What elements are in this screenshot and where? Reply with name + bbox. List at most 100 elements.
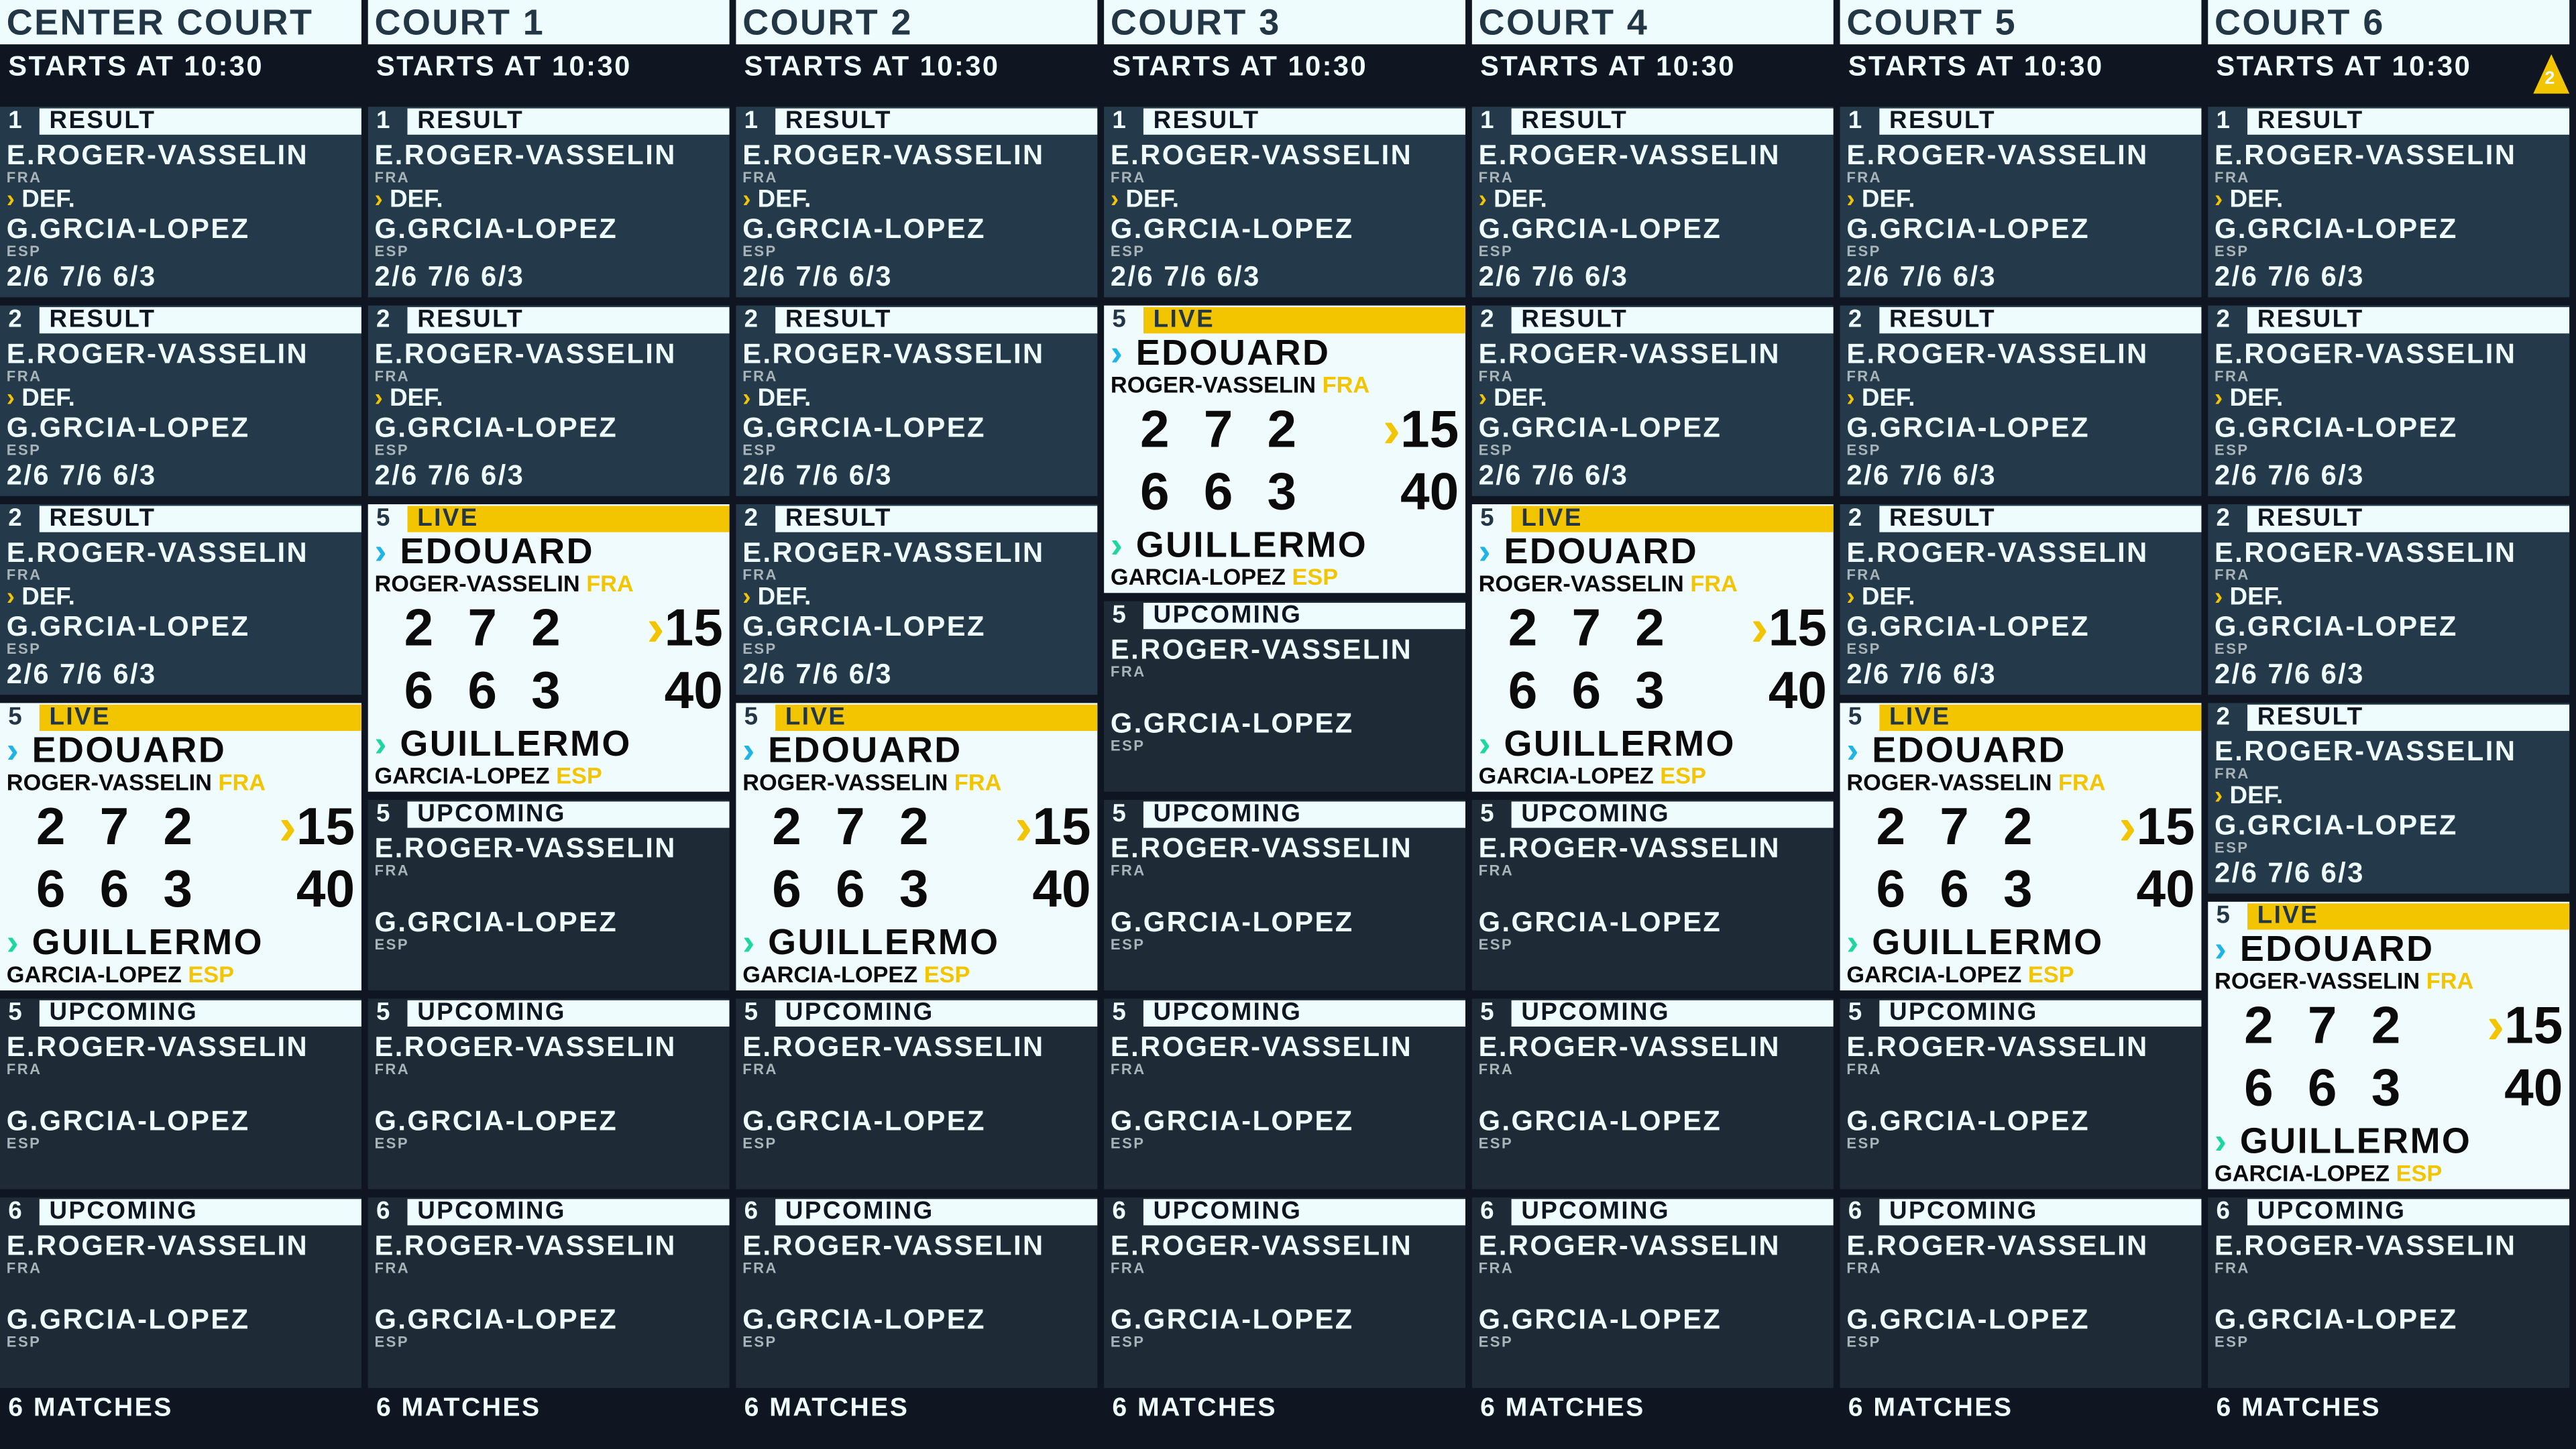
player1-points-row: ›15 [1751,599,1827,655]
match-score: 2/6 7/6 6/3 [374,459,525,491]
match-card-result[interactable]: 2 RESULT E.ROGER-VASSELIN FRA › DEF. G.GRCIA-… [1840,504,2202,695]
match-card-result[interactable]: 2 RESULT E.ROGER-VASSELIN FRA › DEF. G.GRCIA-… [368,305,730,496]
player2-country: ESP [2215,1334,2249,1350]
player1-name: E.ROGER-VASSELIN [374,338,677,370]
match-card-live[interactable]: 5 LIVE › EDOUARD ROGER-VASSELIN FRA 2 7 2 ›15… [368,504,730,792]
match-card-result[interactable]: 2 RESULT E.ROGER-VASSELIN FRA › DEF. G.GRCIA-… [2208,305,2570,496]
match-card-upcoming[interactable]: 6 UPCOMING E.ROGER-VASSELIN FRA G.GRCIA-LOPE… [1840,1197,2202,1388]
match-card-upcoming[interactable]: 5 UPCOMING E.ROGER-VASSELIN FRA G.GRCIA-LOPE… [1471,998,1834,1190]
match-number: 2 [744,504,759,532]
chevron-right-icon: › [6,185,22,214]
match-header: 2 RESULT [2208,504,2570,532]
court-name[interactable]: COURT 6 [2208,0,2570,45]
match-card-result[interactable]: 2 RESULT E.ROGER-VASSELIN FRA › DEF. G.GRCIA-… [1471,305,1834,496]
player2-last-name-row: GARCIA-LOPEZ ESP [1846,962,2074,987]
match-card-result[interactable]: 1 RESULT E.ROGER-VASSELIN FRA › DEF. G.GRCIA-… [1840,107,2202,298]
match-card-live[interactable]: 5 LIVE › EDOUARD ROGER-VASSELIN FRA 2 7 2 ›15… [1471,504,1834,792]
player2-sets: 6 6 3 [404,660,571,719]
match-card-result[interactable]: 1 RESULT E.ROGER-VASSELIN FRA › DEF. G.GRCIA-… [1104,107,1466,298]
player2-country: ESP [1846,1135,1881,1152]
start-time: STARTS AT 10:30 [376,50,632,82]
match-card-upcoming[interactable]: 5 UPCOMING E.ROGER-VASSELIN FRA G.GRCIA-LOPE… [368,799,730,991]
match-card-upcoming[interactable]: 5 UPCOMING E.ROGER-VASSELIN FRA G.GRCIA-LOPE… [0,998,361,1190]
player1-name: E.ROGER-VASSELIN [1478,139,1781,171]
match-card-upcoming[interactable]: 6 UPCOMING E.ROGER-VASSELIN FRA G.GRCIA-LOPE… [736,1197,1098,1388]
match-card-result[interactable]: 2 RESULT E.ROGER-VASSELIN FRA › DEF. G.GRCIA-… [1840,305,2202,496]
match-card-live[interactable]: 5 LIVE › EDOUARD ROGER-VASSELIN FRA 2 7 2 ›15… [0,703,361,991]
player2-country: ESP [188,961,234,988]
match-card-live[interactable]: 5 LIVE › EDOUARD ROGER-VASSELIN FRA 2 7 2 ›15… [736,703,1098,991]
player2-country: ESP [1478,936,1514,953]
defeated-row: › DEF. [7,585,75,610]
match-card-result[interactable]: 2 RESULT E.ROGER-VASSELIN FRA › DEF. G.GRCIA-… [0,504,361,695]
chevron-right-icon: › [2215,782,2230,810]
start-time: STARTS AT 10:30 [2216,50,2472,82]
player2-name: G.GRCIA-LOPEZ [6,1303,250,1336]
court-name[interactable]: COURT 3 [1104,0,1466,45]
match-number: 5 [744,998,759,1027]
match-card-result[interactable]: 1 RESULT E.ROGER-VASSELIN FRA › DEF. G.GRCIA-… [1471,107,1834,298]
match-number: 5 [1480,799,1494,828]
match-header: 2 RESULT [736,504,1098,532]
court-name[interactable]: COURT 1 [368,0,730,45]
match-card-result[interactable]: 1 RESULT E.ROGER-VASSELIN FRA › DEF. G.GRCIA-… [2208,107,2570,298]
match-status-badge: LIVE [1879,704,2202,732]
court-name[interactable]: COURT 5 [1840,0,2202,45]
match-card-upcoming[interactable]: 5 UPCOMING E.ROGER-VASSELIN FRA G.GRCIA-LOPE… [1104,998,1466,1190]
match-card-upcoming[interactable]: 5 UPCOMING E.ROGER-VASSELIN FRA G.GRCIA-LOPE… [1840,998,2202,1190]
match-number: 6 [376,1197,390,1226]
match-card-result[interactable]: 2 RESULT E.ROGER-VASSELIN FRA › DEF. G.GRCIA-… [2208,504,2570,695]
match-card-upcoming[interactable]: 6 UPCOMING E.ROGER-VASSELIN FRA G.GRCIA-LOPE… [368,1197,730,1388]
match-card-upcoming[interactable]: 5 UPCOMING E.ROGER-VASSELIN FRA G.GRCIA-LOPE… [736,998,1098,1190]
match-card-live[interactable]: 5 LIVE › EDOUARD ROGER-VASSELIN FRA 2 7 2 ›15… [1104,305,1466,593]
player1-name: E.ROGER-VASSELIN [1846,1230,2149,1262]
player1-country: FRA [742,1259,778,1277]
match-card-upcoming[interactable]: 5 UPCOMING E.ROGER-VASSELIN FRA G.GRCIA-LOPE… [368,998,730,1190]
match-card-result[interactable]: 1 RESULT E.ROGER-VASSELIN FRA › DEF. G.GRCIA-… [368,107,730,298]
court-name[interactable]: COURT 4 [1471,0,1834,45]
player1-last-name: ROGER-VASSELIN [1110,371,1317,398]
player1-last-name-row: ROGER-VASSELIN FRA [7,770,266,795]
match-card-result[interactable]: 2 RESULT E.ROGER-VASSELIN FRA › DEF. G.GRCIA-… [736,305,1098,496]
player1-country: FRA [6,367,42,385]
match-card-upcoming[interactable]: 6 UPCOMING E.ROGER-VASSELIN FRA G.GRCIA-LOPE… [2208,1197,2570,1388]
match-card-result[interactable]: 2 RESULT E.ROGER-VASSELIN FRA › DEF. G.GRCIA-… [2208,703,2570,894]
match-card-upcoming[interactable]: 5 UPCOMING E.ROGER-VASSELIN FRA G.GRCIA-LOPE… [1104,799,1466,991]
player1-name: E.ROGER-VASSELIN [1478,338,1781,370]
player1-sets: 2 7 2 [404,597,571,657]
match-status-badge: UPCOMING [1143,801,1466,828]
player2-name: G.GRCIA-LOPEZ [1846,213,2090,245]
player2-name: G.GRCIA-LOPEZ [1478,1303,1722,1336]
match-card-result[interactable]: 1 RESULT E.ROGER-VASSELIN FRA › DEF. G.GRCIA-… [736,107,1098,298]
match-card-upcoming[interactable]: 6 UPCOMING E.ROGER-VASSELIN FRA G.GRCIA-LOPE… [0,1197,361,1388]
player1-country: FRA [6,567,42,583]
player2-last-name-row: GARCIA-LOPEZ ESP [742,962,970,987]
match-card-live[interactable]: 5 LIVE › EDOUARD ROGER-VASSELIN FRA 2 7 2 ›15… [1840,703,2202,991]
court-name[interactable]: CENTER COURT [0,0,361,45]
match-status-badge: UPCOMING [1511,1198,1834,1226]
match-card-live[interactable]: 5 LIVE › EDOUARD ROGER-VASSELIN FRA 2 7 2 ›15… [2208,901,2570,1190]
match-card-result[interactable]: 2 RESULT E.ROGER-VASSELIN FRA › DEF. G.GRCIA-… [0,305,361,496]
player1-sets: 2 7 2 [1876,797,2043,856]
chevron-right-icon: › [742,583,758,612]
warning-icon[interactable]: 2 [2533,54,2570,94]
match-header: 5 UPCOMING [1472,998,1834,1027]
match-card-result[interactable]: 2 RESULT E.ROGER-VASSELIN FRA › DEF. G.GRCIA-… [736,504,1098,695]
player2-name: G.GRCIA-LOPEZ [374,412,618,444]
match-status-badge: RESULT [39,107,361,135]
match-header: 5 UPCOMING [1472,800,1834,828]
match-status-badge: UPCOMING [775,1000,1098,1027]
player2-country: ESP [742,1334,777,1350]
match-number: 2 [2216,703,2230,732]
court-column: COURT 2 STARTS AT 10:30 1 RESULT E.ROGER-VAS… [736,0,1098,1449]
match-status-badge: RESULT [1879,505,2202,532]
match-card-upcoming[interactable]: 5 UPCOMING E.ROGER-VASSELIN FRA G.GRCIA-LOPE… [1471,799,1834,991]
match-card-upcoming[interactable]: 5 UPCOMING E.ROGER-VASSELIN FRA G.GRCIA-LOPE… [1104,601,1466,792]
court-name[interactable]: COURT 2 [736,0,1098,45]
player2-country: ESP [1292,563,1339,590]
match-card-upcoming[interactable]: 6 UPCOMING E.ROGER-VASSELIN FRA G.GRCIA-LOPE… [1104,1197,1466,1388]
match-card-upcoming[interactable]: 6 UPCOMING E.ROGER-VASSELIN FRA G.GRCIA-LOPE… [1471,1197,1834,1388]
match-number: 6 [2216,1197,2230,1226]
match-card-result[interactable]: 1 RESULT E.ROGER-VASSELIN FRA › DEF. G.GRCIA-… [0,107,361,298]
match-score: 2/6 7/6 6/3 [742,658,893,690]
